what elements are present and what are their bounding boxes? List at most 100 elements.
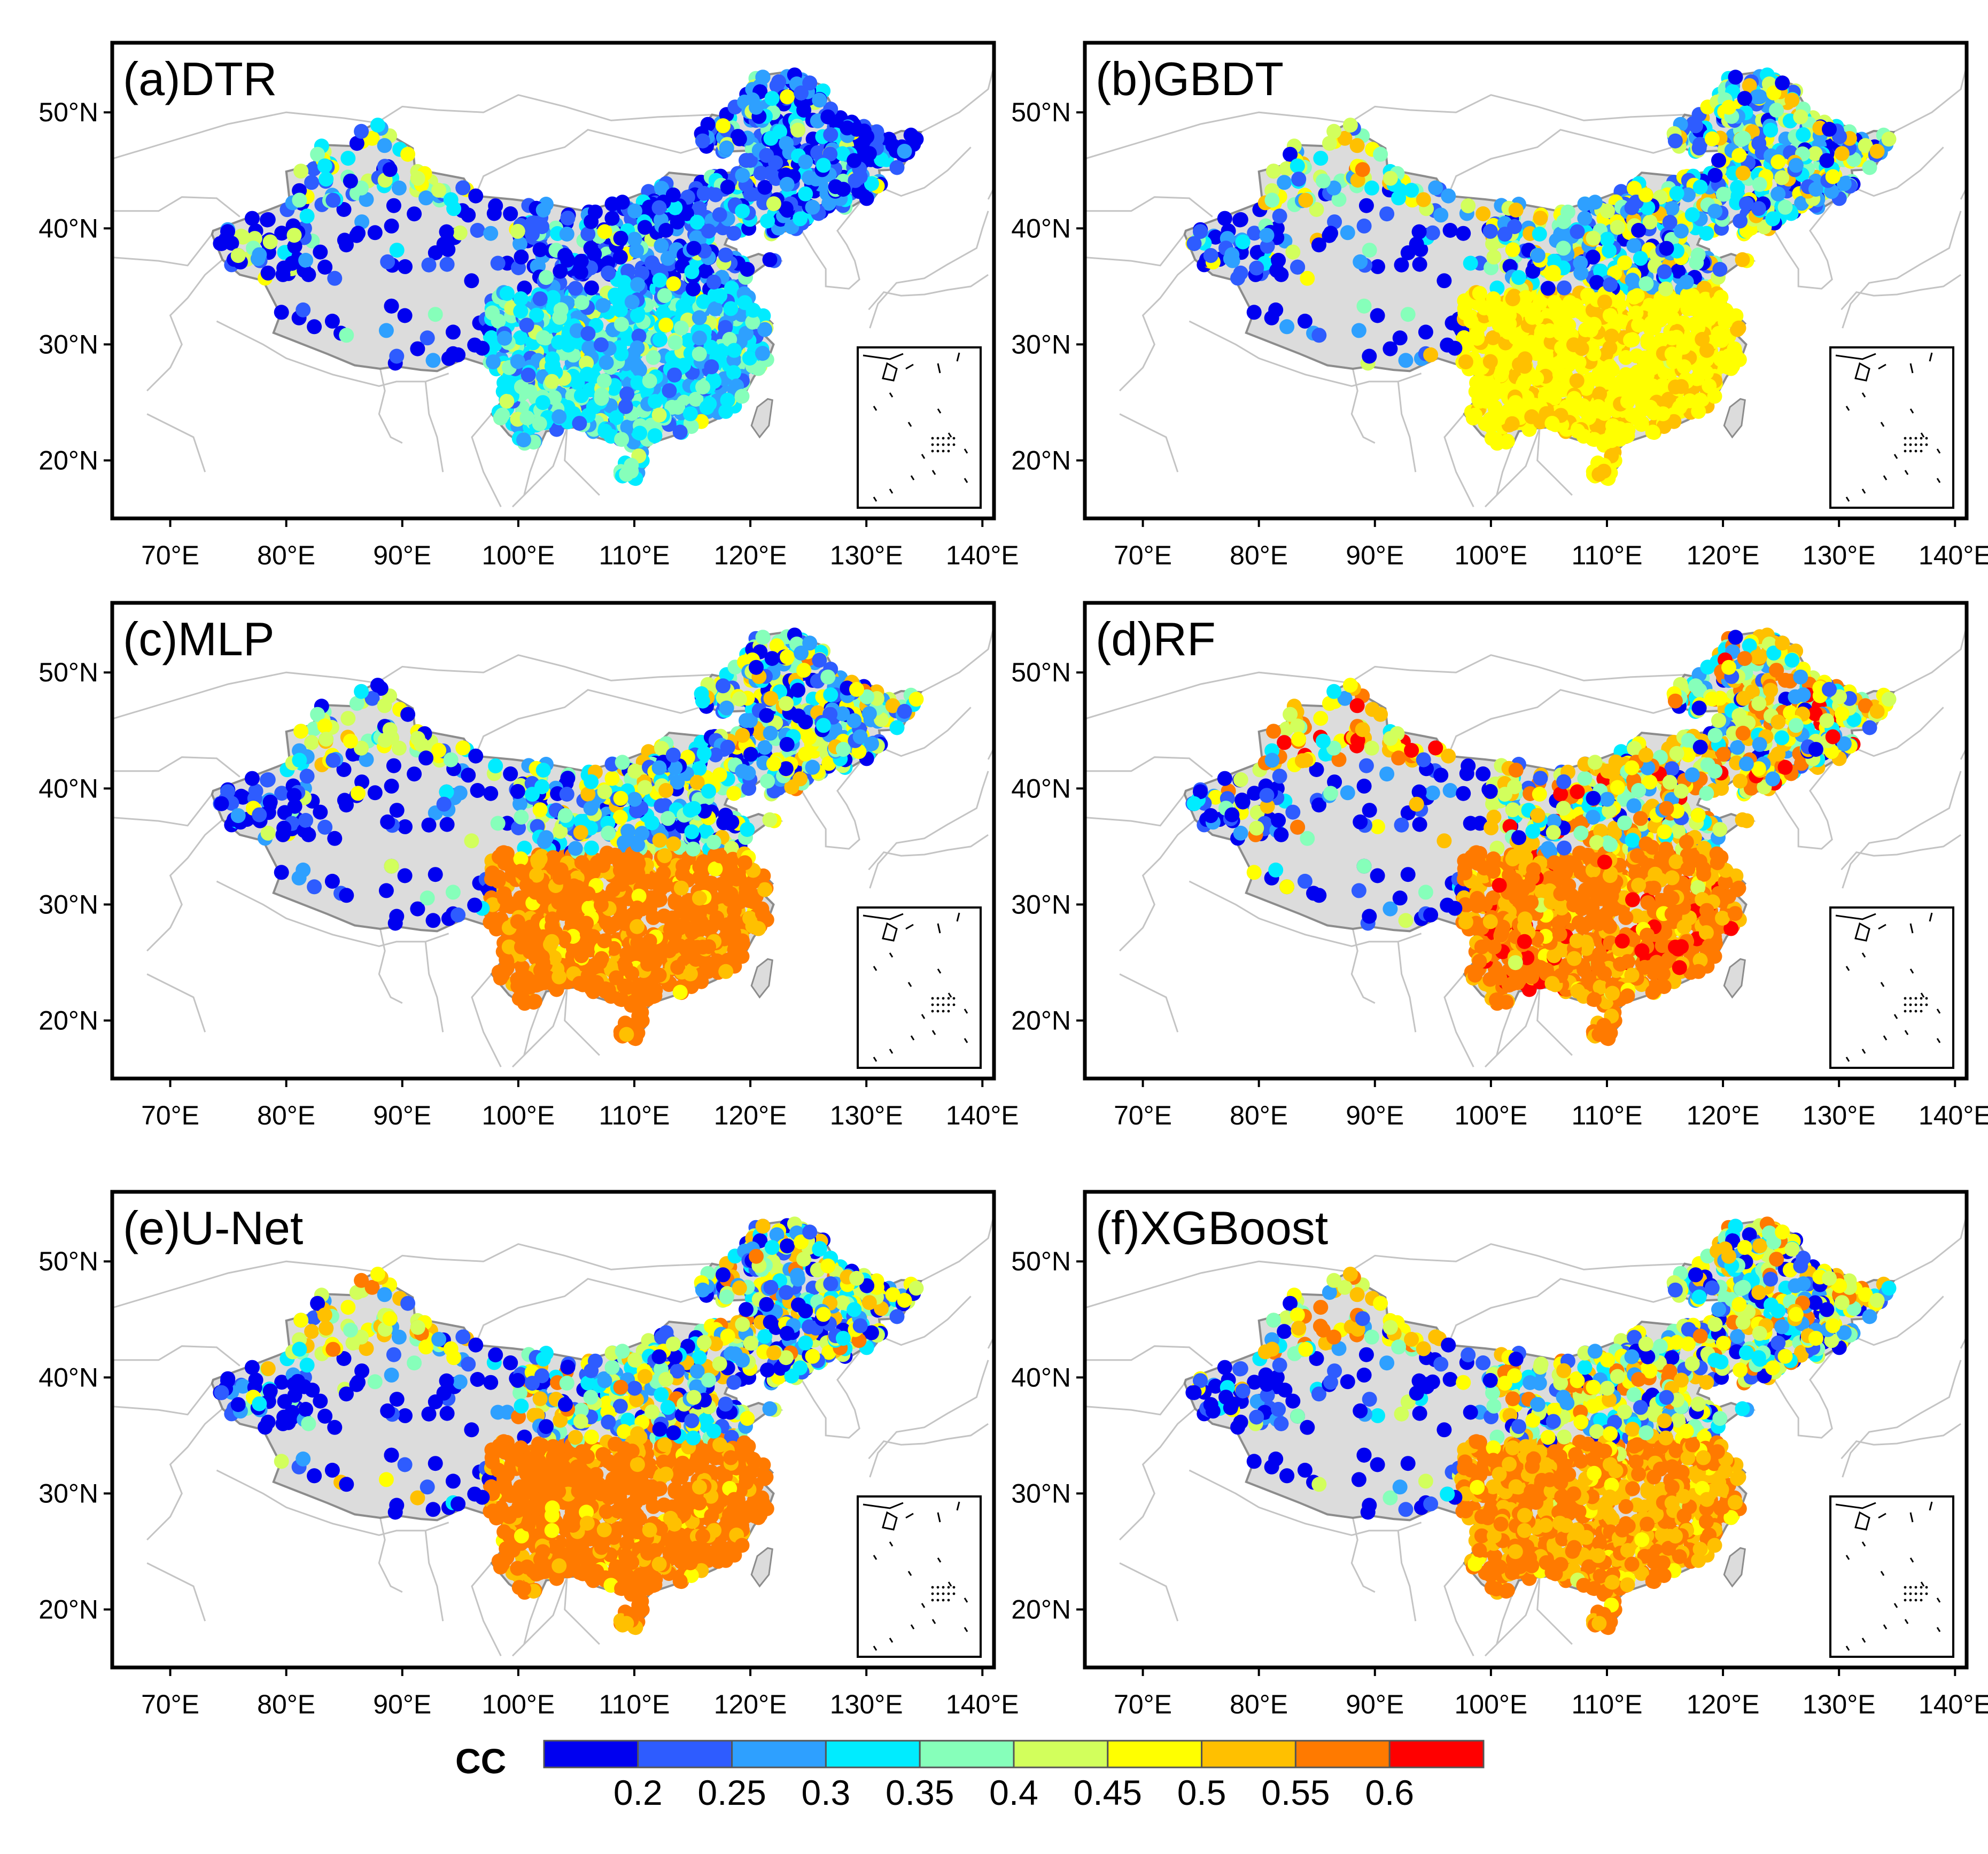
station-marker xyxy=(1268,302,1284,317)
station-marker xyxy=(1698,365,1714,381)
station-marker xyxy=(235,789,251,805)
station-marker xyxy=(425,353,441,368)
station-marker xyxy=(1492,317,1507,333)
station-marker xyxy=(1571,355,1587,370)
station-marker xyxy=(513,291,529,306)
station-marker xyxy=(718,404,734,419)
station-marker xyxy=(431,183,447,198)
station-marker xyxy=(630,277,646,292)
station-marker xyxy=(732,131,747,146)
station-marker xyxy=(490,255,506,271)
station-marker xyxy=(1273,267,1289,282)
station-marker xyxy=(1470,331,1485,346)
station-marker xyxy=(619,386,635,402)
station-marker xyxy=(274,786,290,801)
station-marker xyxy=(1592,386,1608,402)
station-marker xyxy=(735,764,750,779)
station-marker xyxy=(1342,118,1358,133)
station-marker xyxy=(497,331,512,346)
station-marker xyxy=(1638,187,1653,203)
country-border xyxy=(1853,146,1944,197)
country-border xyxy=(376,654,712,684)
station-marker xyxy=(467,337,483,353)
station-markers xyxy=(1185,67,1897,486)
station-marker xyxy=(660,251,675,266)
station-marker xyxy=(1602,308,1618,323)
station-marker xyxy=(1721,99,1736,115)
station-marker xyxy=(718,320,733,335)
station-marker xyxy=(1553,226,1568,242)
station-marker xyxy=(262,234,278,250)
station-marker xyxy=(726,786,742,801)
station-marker xyxy=(684,419,699,434)
station-marker xyxy=(1793,109,1808,125)
station-marker xyxy=(513,304,529,319)
station-marker xyxy=(1627,181,1642,196)
station-marker xyxy=(398,819,413,834)
station-marker xyxy=(418,190,434,206)
station-marker xyxy=(757,322,773,337)
station-marker xyxy=(1356,298,1372,314)
station-marker xyxy=(1770,154,1786,169)
station-marker xyxy=(1555,382,1571,398)
station-marker xyxy=(861,146,877,161)
station-marker xyxy=(532,242,548,258)
station-marker xyxy=(769,78,785,94)
lon-tick-label: 140°E xyxy=(1919,540,1988,570)
panel-title: (b)GBDT xyxy=(1096,52,1284,105)
station-marker xyxy=(1423,347,1439,362)
station-marker xyxy=(794,85,809,100)
station-marker xyxy=(1337,130,1353,146)
station-marker xyxy=(1668,379,1683,395)
station-marker xyxy=(1735,252,1750,267)
station-marker xyxy=(499,393,515,409)
station-marker xyxy=(512,890,528,905)
station-marker xyxy=(734,389,750,404)
station-marker xyxy=(354,774,370,790)
station-marker xyxy=(389,909,405,924)
station-marker xyxy=(339,797,354,813)
station-marker xyxy=(1400,307,1416,322)
station-marker xyxy=(1784,92,1800,108)
station-marker xyxy=(301,267,316,282)
station-marker xyxy=(1624,200,1640,215)
station-marker xyxy=(1794,196,1810,211)
lat-tick-label: 30°N xyxy=(38,329,98,359)
country-border xyxy=(471,413,502,507)
station-marker xyxy=(1577,211,1593,226)
station-marker xyxy=(1751,201,1766,216)
station-marker xyxy=(1486,249,1502,265)
station-marker xyxy=(613,230,628,246)
station-marker xyxy=(580,226,596,242)
country-border xyxy=(987,724,994,760)
country-border xyxy=(869,771,989,889)
taiwan-land xyxy=(1723,398,1746,439)
country-border xyxy=(475,689,704,757)
station-marker xyxy=(377,138,392,153)
station-marker xyxy=(755,346,770,361)
station-marker xyxy=(897,144,912,159)
station-marker xyxy=(443,192,459,207)
station-marker xyxy=(704,359,719,375)
station-marker xyxy=(684,264,700,280)
station-marker xyxy=(735,204,750,219)
lon-tick-label: 110°E xyxy=(599,540,670,570)
station-marker xyxy=(299,208,315,224)
station-marker xyxy=(1508,395,1523,410)
station-marker xyxy=(296,302,311,317)
station-marker xyxy=(1472,286,1487,301)
station-marker xyxy=(1638,276,1654,291)
station-marker xyxy=(1556,280,1572,296)
lon-tick-label: 70°E xyxy=(141,540,199,570)
station-marker xyxy=(1733,213,1748,229)
station-marker xyxy=(307,319,322,335)
station-marker xyxy=(1659,241,1674,256)
station-marker xyxy=(1362,348,1377,364)
station-marker xyxy=(1699,343,1714,358)
station-marker xyxy=(1492,410,1508,425)
station-marker xyxy=(1715,351,1730,366)
station-marker xyxy=(545,290,561,305)
station-marker xyxy=(391,180,407,196)
station-marker xyxy=(1272,208,1287,224)
station-marker xyxy=(1690,247,1706,263)
